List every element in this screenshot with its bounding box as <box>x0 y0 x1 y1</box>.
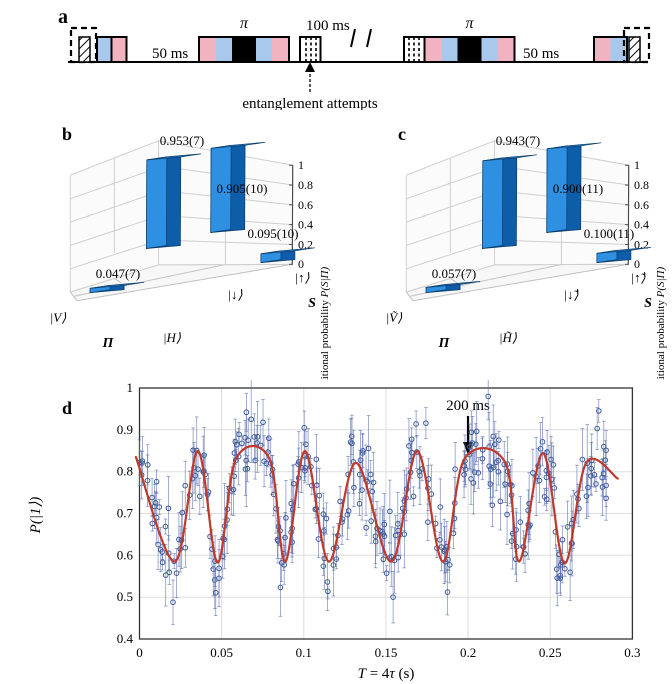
svg-text:0.7: 0.7 <box>117 506 134 521</box>
svg-text:S: S <box>644 296 652 311</box>
svg-text:0.100(11): 0.100(11) <box>584 226 634 241</box>
svg-text:0.25: 0.25 <box>539 645 562 660</box>
svg-text:0.4: 0.4 <box>634 218 649 232</box>
svg-text:Conditional probability P(S|Π): Conditional probability P(S|Π) <box>655 267 667 380</box>
svg-text:Π: Π <box>102 336 115 351</box>
svg-text:0.6: 0.6 <box>634 198 649 212</box>
svg-text:0.943(7): 0.943(7) <box>496 133 540 148</box>
svg-text:|H̃⟩: |H̃⟩ <box>499 330 517 345</box>
svg-text:0.05: 0.05 <box>210 645 233 660</box>
svg-text:0.9: 0.9 <box>117 422 133 437</box>
svg-text:S: S <box>308 296 316 311</box>
svg-text:0.095(10): 0.095(10) <box>248 226 299 241</box>
svg-text:0.8: 0.8 <box>117 464 133 479</box>
svg-text:0.953(7): 0.953(7) <box>160 133 204 148</box>
svg-text:0.6: 0.6 <box>298 198 313 212</box>
svg-text:0.4: 0.4 <box>298 218 313 232</box>
svg-text:100 ms: 100 ms <box>306 18 350 34</box>
svg-text:0.6: 0.6 <box>117 547 134 562</box>
svg-text:0.2: 0.2 <box>460 645 476 660</box>
svg-text:1: 1 <box>298 158 304 172</box>
svg-text:T = 4τ (s): T = 4τ (s) <box>358 666 415 682</box>
svg-text:π: π <box>240 15 249 32</box>
svg-text:200 ms: 200 ms <box>446 398 490 414</box>
svg-text:π: π <box>465 15 474 32</box>
svg-text:0: 0 <box>634 257 640 271</box>
svg-text:0.3: 0.3 <box>624 645 640 660</box>
svg-text:0: 0 <box>136 645 143 660</box>
svg-text:0.8: 0.8 <box>634 178 649 192</box>
svg-text:P(|1⟩): P(|1⟩) <box>28 497 44 535</box>
svg-text:|V⟩: |V⟩ <box>50 310 67 325</box>
svg-text:50 ms: 50 ms <box>152 46 188 62</box>
svg-text:|↓̃⟩: |↓̃⟩ <box>563 287 579 302</box>
svg-text:|↑̃⟩: |↑̃⟩ <box>630 270 646 285</box>
svg-text:0.4: 0.4 <box>117 631 134 646</box>
svg-text:Π: Π <box>438 336 451 351</box>
svg-text:0.057(7): 0.057(7) <box>432 266 476 281</box>
svg-text:|Ṽ⟩: |Ṽ⟩ <box>386 310 403 325</box>
svg-text:|↑⟩: |↑⟩ <box>294 270 309 285</box>
svg-text:1: 1 <box>634 158 640 172</box>
svg-text:|↓⟩: |↓⟩ <box>227 287 242 302</box>
svg-text:Conditional probability P(S|Π): Conditional probability P(S|Π) <box>319 267 331 380</box>
svg-text:0.047(7): 0.047(7) <box>96 266 140 281</box>
svg-text:entanglement attempts: entanglement attempts <box>242 96 378 110</box>
svg-text:0.900(11): 0.900(11) <box>553 181 603 196</box>
svg-text:50 ms: 50 ms <box>523 46 559 62</box>
svg-text:0.905(10): 0.905(10) <box>217 181 268 196</box>
svg-text:0.5: 0.5 <box>117 589 133 604</box>
svg-text:0.15: 0.15 <box>375 645 398 660</box>
svg-text:|H⟩: |H⟩ <box>163 330 181 345</box>
svg-text:1: 1 <box>127 380 134 395</box>
svg-text:0.8: 0.8 <box>298 178 313 192</box>
svg-text:0: 0 <box>298 257 304 271</box>
svg-text:0.1: 0.1 <box>296 645 312 660</box>
